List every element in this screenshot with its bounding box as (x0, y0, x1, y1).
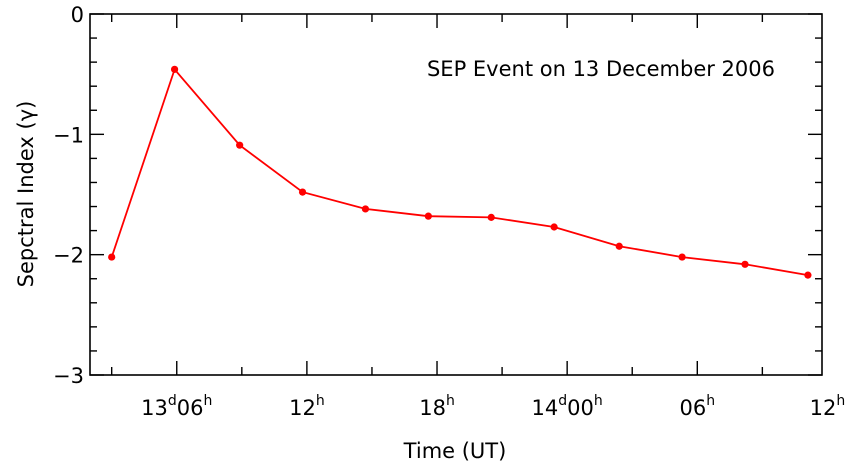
data-point (741, 260, 749, 268)
y-tick-label: −2 (53, 244, 84, 268)
x-tick-label: 12h (810, 393, 846, 420)
chart-title: SEP Event on 13 December 2006 (427, 57, 775, 81)
y-axis-title: Sepctral Index (γ) (14, 101, 38, 288)
data-point (550, 223, 558, 231)
x-tick-label: 18h (419, 393, 455, 420)
x-axis-title: Time (UT) (403, 439, 507, 463)
data-point (108, 253, 116, 261)
data-point (678, 253, 686, 261)
data-point (236, 141, 244, 149)
data-point (298, 188, 307, 196)
x-tick-label: 06h (679, 393, 715, 420)
data-point (615, 242, 623, 250)
y-tick-label: 0 (71, 3, 84, 27)
plot-frame (89, 13, 823, 376)
data-point (361, 205, 370, 213)
series-line (110, 67, 809, 276)
y-tick-label: −1 (53, 123, 84, 147)
axis-ticks: 0 −1 −2 −3 13d06h 12h 18h 14d00h 06h 12h (53, 3, 845, 420)
plot-axes (89, 13, 823, 376)
x-tick-label: 14d00h (532, 393, 603, 420)
data-point (170, 65, 179, 73)
data-point (487, 213, 495, 221)
x-tick-label: 12h (289, 393, 325, 420)
y-tick-label: −3 (53, 364, 84, 388)
data-point (804, 271, 812, 279)
x-tick-label: 13d06h (141, 393, 212, 420)
series-layer (108, 65, 812, 279)
data-point (424, 212, 432, 220)
